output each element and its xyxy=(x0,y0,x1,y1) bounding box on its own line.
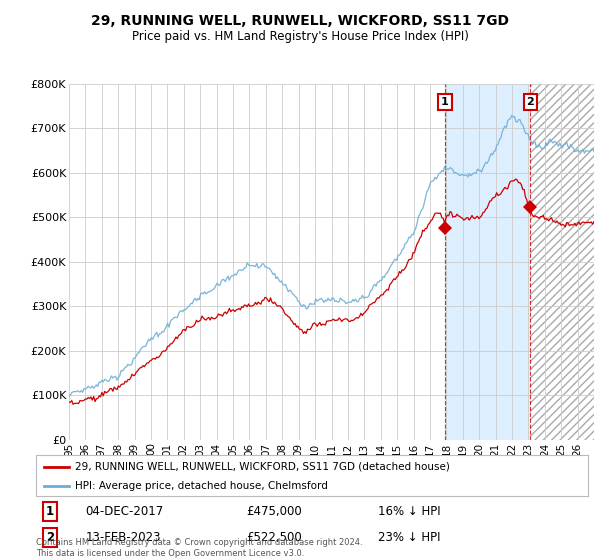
Text: 1: 1 xyxy=(46,505,54,518)
Bar xyxy=(530,84,594,440)
Text: 13-FEB-2023: 13-FEB-2023 xyxy=(86,531,161,544)
Text: 2: 2 xyxy=(46,531,54,544)
Text: 29, RUNNING WELL, RUNWELL, WICKFORD, SS11 7GD (detached house): 29, RUNNING WELL, RUNWELL, WICKFORD, SS1… xyxy=(74,461,449,472)
Text: HPI: Average price, detached house, Chelmsford: HPI: Average price, detached house, Chel… xyxy=(74,480,328,491)
Text: 16% ↓ HPI: 16% ↓ HPI xyxy=(378,505,441,518)
Text: Contains HM Land Registry data © Crown copyright and database right 2024.
This d: Contains HM Land Registry data © Crown c… xyxy=(36,538,362,558)
Bar xyxy=(530,84,594,440)
Text: 1: 1 xyxy=(441,97,449,107)
Text: 2: 2 xyxy=(526,97,534,107)
Text: £475,000: £475,000 xyxy=(246,505,302,518)
Bar xyxy=(445,84,530,440)
Text: £522,500: £522,500 xyxy=(246,531,302,544)
Text: 23% ↓ HPI: 23% ↓ HPI xyxy=(378,531,441,544)
Text: Price paid vs. HM Land Registry's House Price Index (HPI): Price paid vs. HM Land Registry's House … xyxy=(131,30,469,43)
Text: 29, RUNNING WELL, RUNWELL, WICKFORD, SS11 7GD: 29, RUNNING WELL, RUNWELL, WICKFORD, SS1… xyxy=(91,14,509,28)
Text: 04-DEC-2017: 04-DEC-2017 xyxy=(86,505,164,518)
